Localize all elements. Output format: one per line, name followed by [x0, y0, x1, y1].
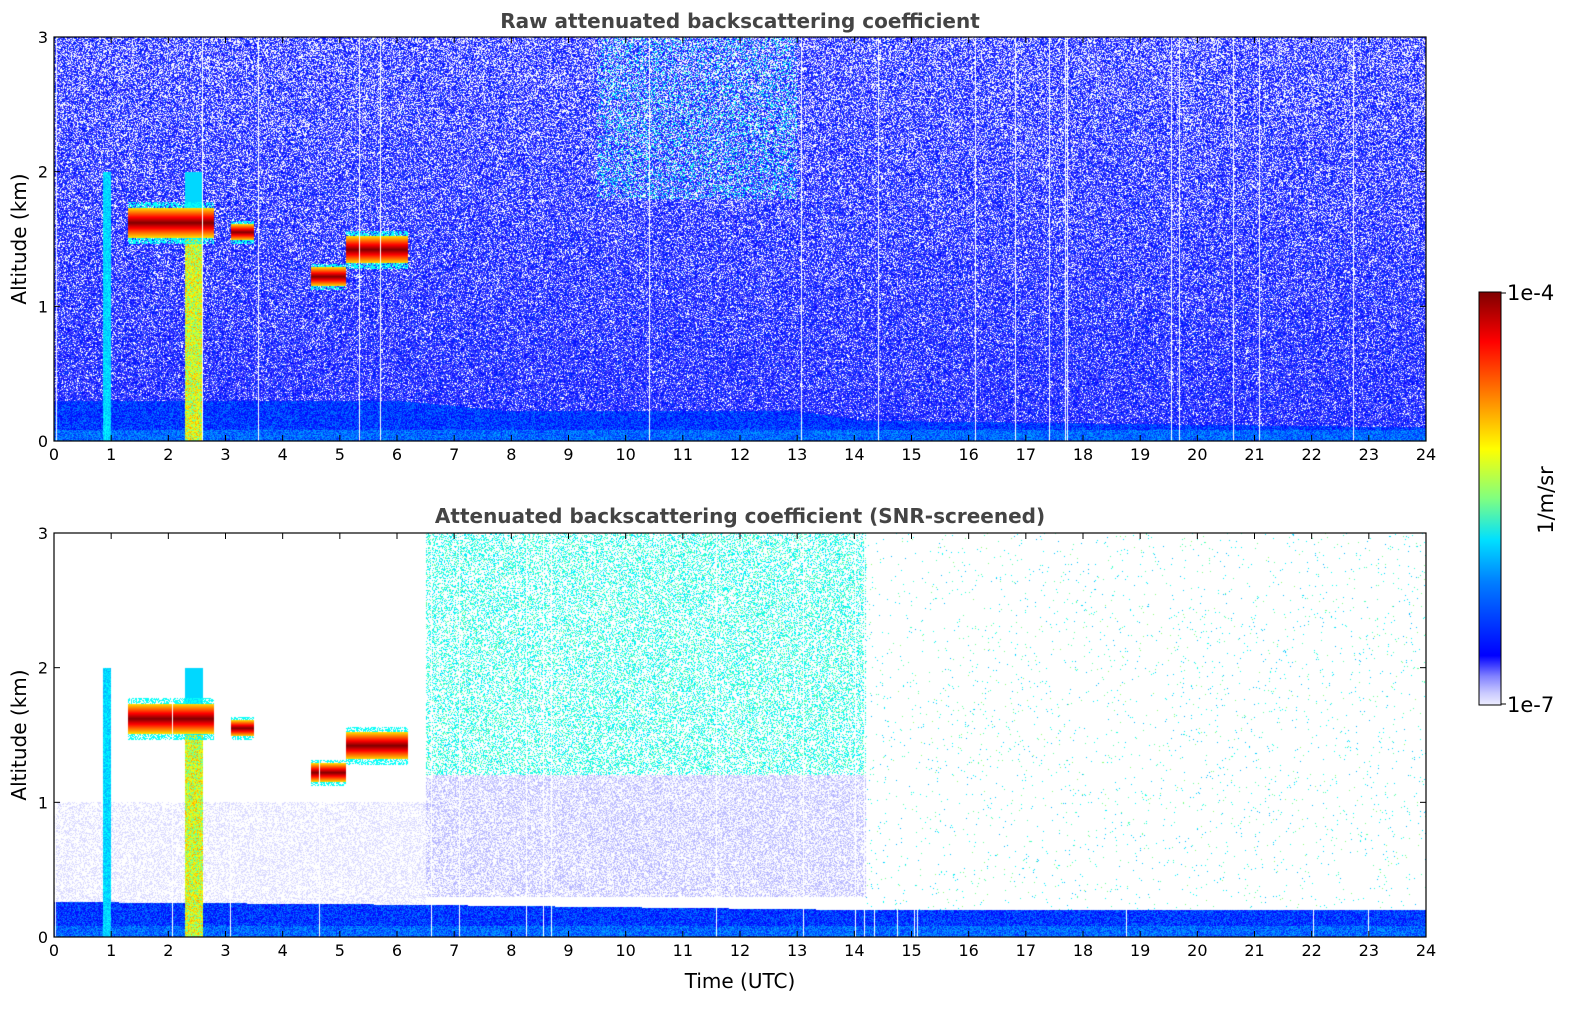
- x-tick-label: 12: [730, 941, 750, 960]
- colorbar-scale: [1478, 291, 1502, 706]
- y-tick-label: 3: [38, 524, 48, 543]
- x-tick-label: 21: [1244, 445, 1264, 464]
- x-tick-label: 23: [1359, 445, 1379, 464]
- colorbar-min-label: 1e-7: [1507, 693, 1554, 717]
- x-tick-label: 8: [506, 445, 516, 464]
- x-tick-label: 5: [335, 445, 345, 464]
- y-tick-label: 1: [38, 297, 48, 316]
- x-tick-label: 22: [1301, 941, 1321, 960]
- x-tick-label: 0: [49, 941, 59, 960]
- x-tick-label: 14: [844, 445, 864, 464]
- x-tick-label: 1: [106, 941, 116, 960]
- x-tick-label: 20: [1187, 941, 1207, 960]
- x-tick-label: 13: [787, 941, 807, 960]
- panel-screened-heatmap-wrap: [54, 533, 1426, 937]
- panel-raw-axes: 0 1 2 3 4 5 6 7 8 9 10 11 12 13 14 15 16 17 18 19 20 21 22 23 24…: [38, 28, 1436, 464]
- x-tick-label: 7: [449, 445, 459, 464]
- panel-raw: Raw attenuated backscattering coefficien…: [7, 9, 1436, 464]
- panel-screened-xlabel: Time (UTC): [684, 969, 796, 993]
- y-tick-label: 2: [38, 659, 48, 678]
- y-tick-label: 0: [38, 432, 48, 451]
- panel-screened-heatmap: [54, 533, 1426, 937]
- y-tick-label: 3: [38, 28, 48, 47]
- x-tick-label: 19: [1130, 941, 1150, 960]
- y-tick-label: 0: [38, 928, 48, 947]
- colorbar-unit-label: 1/m/sr: [1534, 466, 1558, 534]
- x-tick-label: 19: [1130, 445, 1150, 464]
- panel-raw-ylabel: Altitude (km): [7, 173, 31, 304]
- x-tick-label: 17: [1016, 941, 1036, 960]
- x-tick-label: 2: [163, 445, 173, 464]
- x-tick-label: 7: [449, 941, 459, 960]
- x-tick-label: 21: [1244, 941, 1264, 960]
- x-tick-label: 14: [844, 941, 864, 960]
- y-tick-label: 1: [38, 793, 48, 812]
- x-tick-label: 15: [901, 941, 921, 960]
- panel-raw-heatmap: [54, 37, 1426, 441]
- panel-raw-heatmap-wrap: [54, 37, 1426, 441]
- panel-screened-title: Attenuated backscattering coefficient (S…: [435, 504, 1045, 528]
- x-tick-label: 15: [901, 445, 921, 464]
- x-tick-label: 24: [1416, 445, 1436, 464]
- x-tick-label: 11: [673, 941, 693, 960]
- x-tick-label: 4: [278, 445, 288, 464]
- y-tick-label: 2: [38, 163, 48, 182]
- x-tick-label: 0: [49, 445, 59, 464]
- x-tick-label: 4: [278, 941, 288, 960]
- x-tick-label: 13: [787, 445, 807, 464]
- colorbar: 1e-4 1e-7 1/m/sr: [1478, 281, 1558, 717]
- panel-screened: Attenuated backscattering coefficient (S…: [7, 504, 1436, 993]
- x-tick-label: 3: [220, 941, 230, 960]
- x-tick-label: 9: [563, 445, 573, 464]
- x-tick-label: 18: [1073, 941, 1093, 960]
- x-tick-label: 9: [563, 941, 573, 960]
- x-tick-label: 17: [1016, 445, 1036, 464]
- x-tick-label: 23: [1359, 941, 1379, 960]
- x-tick-label: 3: [220, 445, 230, 464]
- panel-screened-axes: 0 1 2 3 4 5 6 7 8 9 10 11 12 13 14 15 16 17 18 19 20 21 22 23 24…: [38, 524, 1436, 960]
- x-tick-label: 22: [1301, 445, 1321, 464]
- x-tick-label: 10: [615, 941, 635, 960]
- x-tick-label: 20: [1187, 445, 1207, 464]
- x-tick-label: 1: [106, 445, 116, 464]
- x-tick-label: 12: [730, 445, 750, 464]
- x-tick-label: 10: [615, 445, 635, 464]
- x-tick-label: 16: [958, 941, 978, 960]
- x-tick-label: 8: [506, 941, 516, 960]
- panel-raw-title: Raw attenuated backscattering coefficien…: [500, 9, 980, 33]
- x-tick-label: 11: [673, 445, 693, 464]
- x-tick-label: 5: [335, 941, 345, 960]
- x-tick-label: 2: [163, 941, 173, 960]
- panel-screened-ylabel: Altitude (km): [7, 669, 31, 800]
- x-tick-label: 18: [1073, 445, 1093, 464]
- x-tick-label: 24: [1416, 941, 1436, 960]
- x-tick-label: 6: [392, 445, 402, 464]
- x-tick-label: 16: [958, 445, 978, 464]
- colorbar-max-label: 1e-4: [1507, 281, 1554, 305]
- x-tick-label: 6: [392, 941, 402, 960]
